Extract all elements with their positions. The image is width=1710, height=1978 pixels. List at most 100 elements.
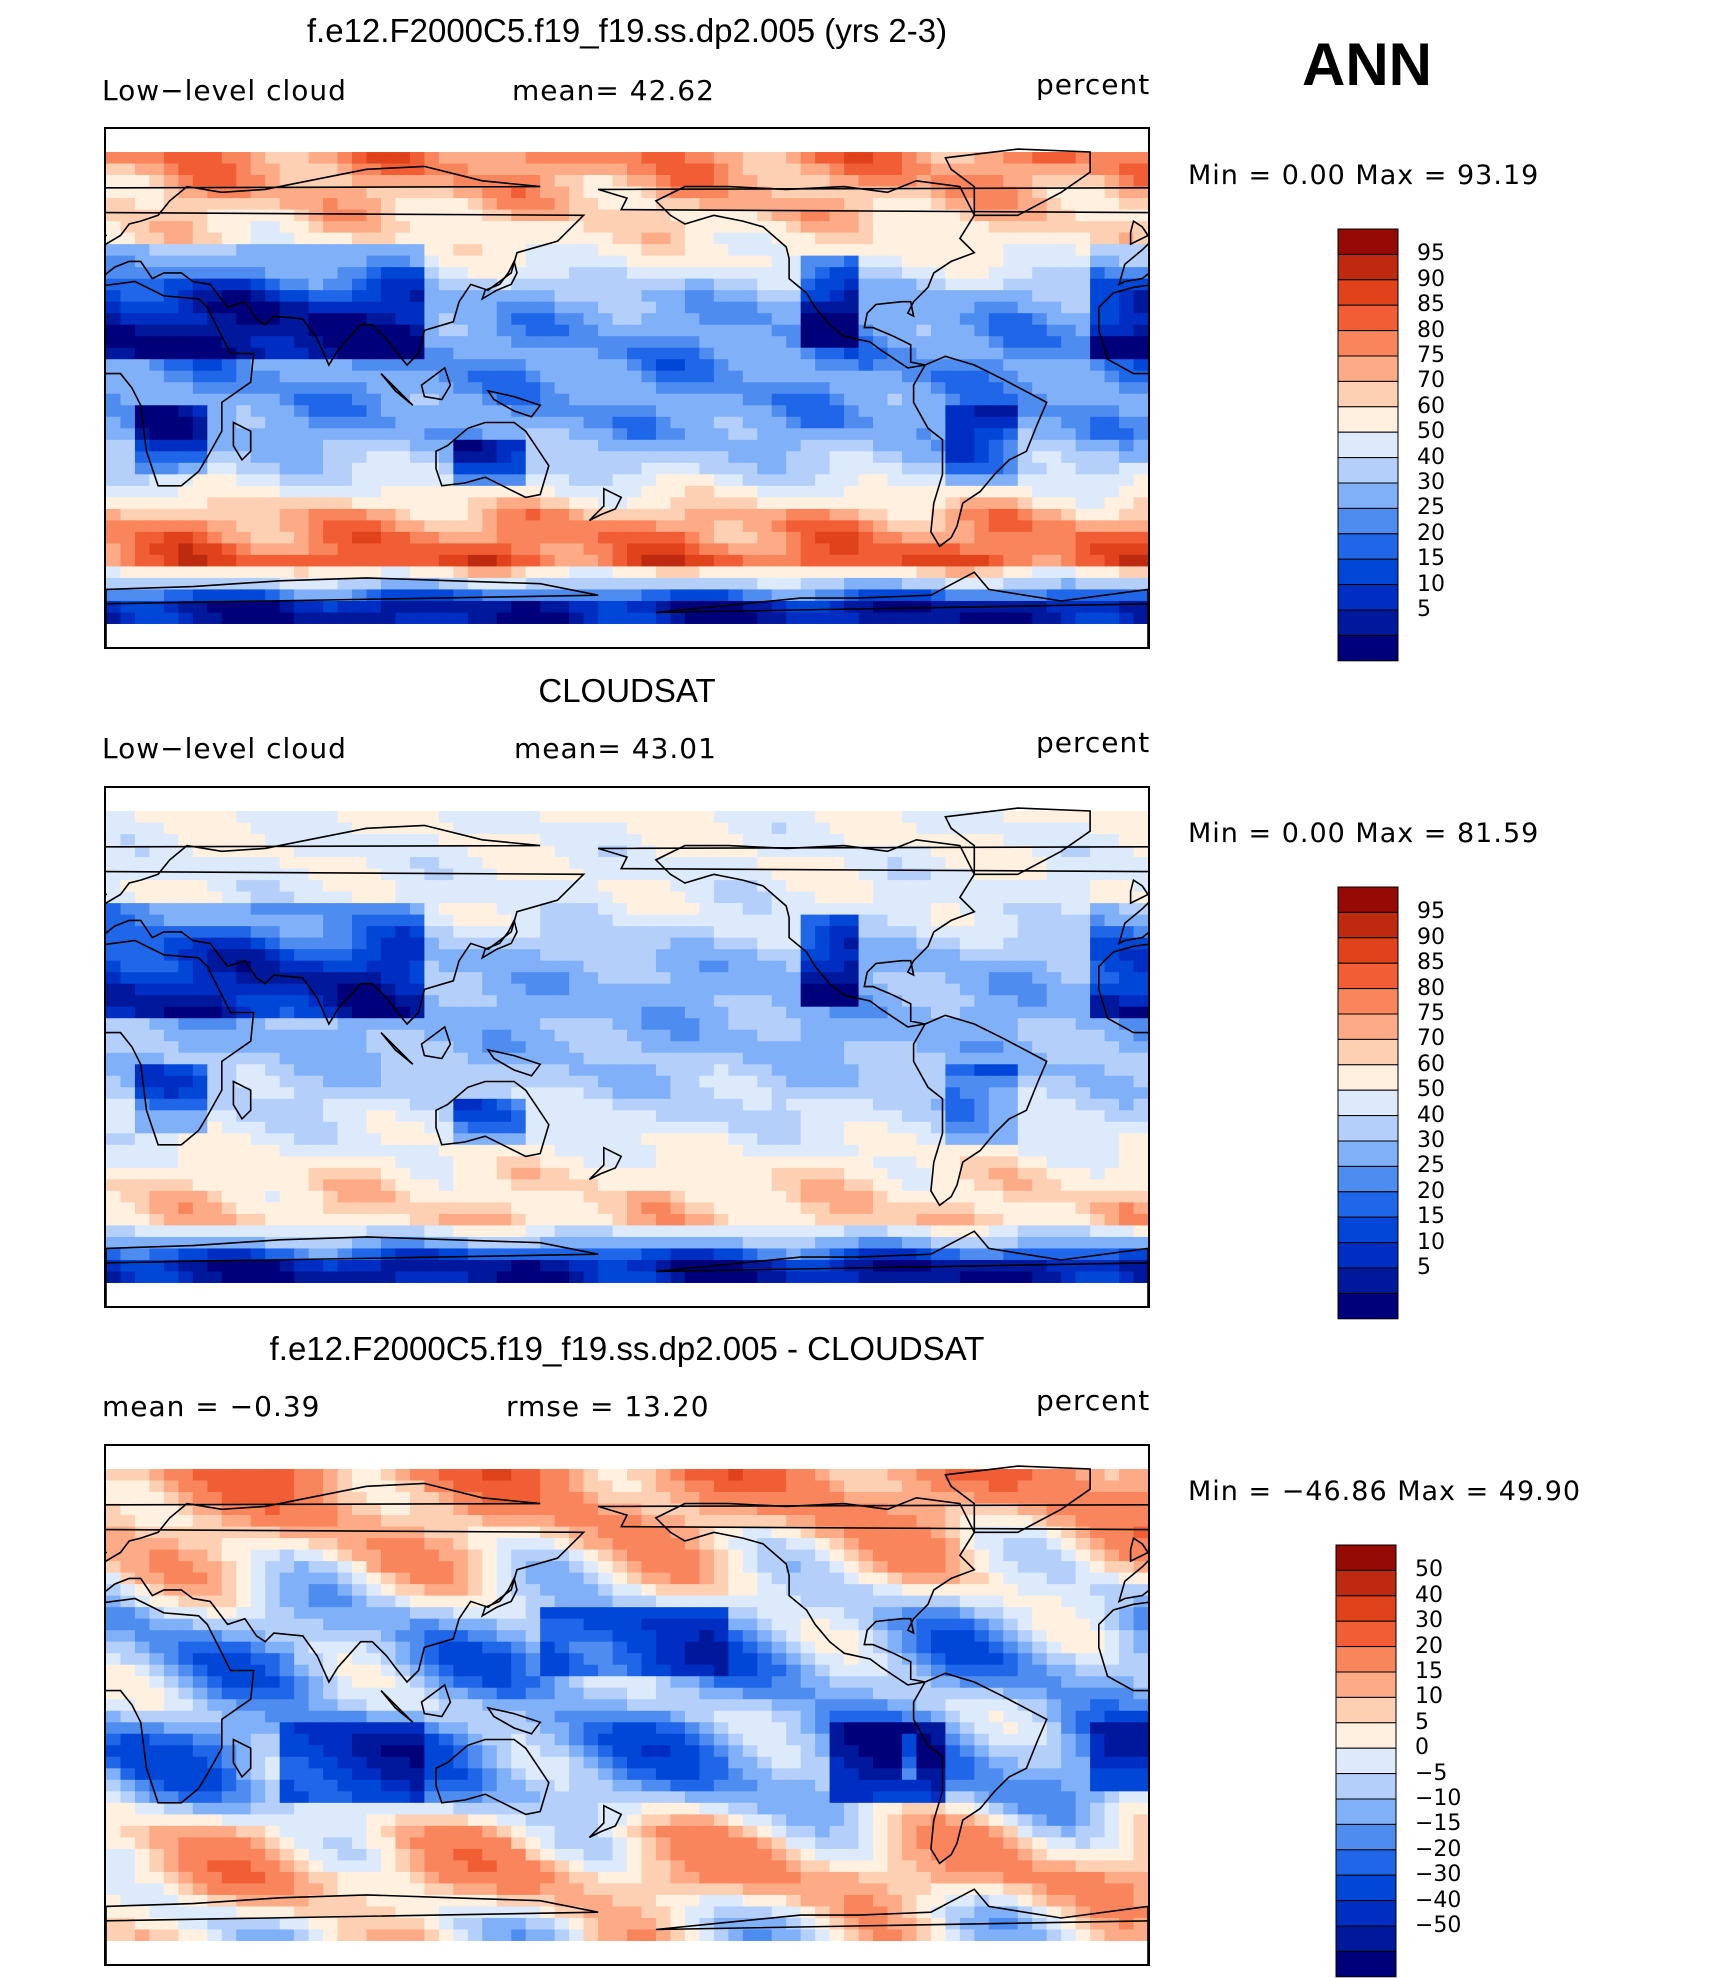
field-cell xyxy=(844,635,859,647)
field-cell xyxy=(728,417,743,429)
field-cell xyxy=(902,371,917,383)
field-cell xyxy=(555,566,570,578)
field-cell xyxy=(772,463,787,475)
field-cell xyxy=(1076,601,1091,613)
field-cell xyxy=(627,612,642,624)
field-cell xyxy=(569,788,584,800)
field-cell xyxy=(149,1007,164,1019)
field-cell xyxy=(728,543,743,555)
field-cell xyxy=(178,543,193,555)
field-cell xyxy=(381,187,396,199)
field-cell xyxy=(902,233,917,245)
field-cell xyxy=(685,938,700,950)
field-cell xyxy=(830,348,845,360)
field-cell xyxy=(1076,984,1091,996)
field-cell xyxy=(931,463,946,475)
field-cell xyxy=(497,846,512,858)
field-cell xyxy=(714,428,729,440)
field-cell xyxy=(265,869,280,881)
field-cell xyxy=(844,578,859,590)
field-cell xyxy=(989,520,1004,532)
field-cell xyxy=(367,915,382,927)
field-cell xyxy=(743,198,758,210)
field-cell xyxy=(728,221,743,233)
field-cell xyxy=(468,555,483,567)
field-cell xyxy=(1061,915,1076,927)
field-cell xyxy=(1090,198,1105,210)
field-cell xyxy=(569,267,584,279)
field-cell xyxy=(1134,1018,1148,1030)
field-cell xyxy=(106,612,121,624)
field-cell xyxy=(989,995,1004,1007)
field-cell xyxy=(1090,880,1105,892)
field-cell xyxy=(178,892,193,904)
field-cell xyxy=(598,1007,613,1019)
field-cell xyxy=(193,509,208,521)
field-cell xyxy=(294,497,309,509)
field-cell xyxy=(714,612,729,624)
field-cell xyxy=(323,635,338,647)
field-cell xyxy=(106,823,121,835)
field-cell xyxy=(453,405,468,417)
field-cell xyxy=(902,463,917,475)
field-cell xyxy=(873,788,888,800)
field-cell xyxy=(120,129,135,141)
field-cell xyxy=(309,141,324,153)
field-cell xyxy=(236,566,251,578)
field-cell xyxy=(974,394,989,406)
field-cell xyxy=(815,440,830,452)
field-cell xyxy=(1047,152,1062,164)
field-cell xyxy=(120,949,135,961)
field-cell xyxy=(1090,800,1105,812)
field-cell xyxy=(468,869,483,881)
field-cell xyxy=(685,175,700,187)
field-cell xyxy=(482,497,497,509)
field-cell xyxy=(584,244,599,256)
field-cell xyxy=(149,811,164,823)
field-cell xyxy=(859,451,874,463)
field-cell xyxy=(728,555,743,567)
field-cell xyxy=(974,509,989,521)
field-cell xyxy=(685,509,700,521)
field-cell xyxy=(989,857,1004,869)
field-cell xyxy=(309,497,324,509)
field-cell xyxy=(859,509,874,521)
field-cell xyxy=(656,210,671,222)
field-cell xyxy=(989,938,1004,950)
field-cell xyxy=(323,129,338,141)
field-cell xyxy=(584,834,599,846)
field-cell xyxy=(728,880,743,892)
field-cell xyxy=(395,612,410,624)
field-cell xyxy=(989,233,1004,245)
field-cell xyxy=(395,532,410,544)
field-cell xyxy=(555,915,570,927)
field-cell xyxy=(830,1030,845,1042)
field-cell xyxy=(193,984,208,996)
field-cell xyxy=(149,141,164,153)
field-cell xyxy=(1047,382,1062,394)
field-cell xyxy=(960,290,975,302)
field-cell xyxy=(468,486,483,498)
field-cell xyxy=(931,834,946,846)
field-cell xyxy=(424,834,439,846)
field-cell xyxy=(859,175,874,187)
field-cell xyxy=(497,313,512,325)
field-cell xyxy=(1076,279,1091,291)
field-cell xyxy=(178,302,193,314)
field-cell xyxy=(757,233,772,245)
field-cell xyxy=(569,509,584,521)
field-cell xyxy=(1119,382,1134,394)
field-cell xyxy=(598,382,613,394)
field-cell xyxy=(830,857,845,869)
field-cell xyxy=(251,325,266,337)
field-cell xyxy=(1003,279,1018,291)
field-cell xyxy=(685,949,700,961)
field-cell xyxy=(367,417,382,429)
field-cell xyxy=(902,221,917,233)
field-cell xyxy=(569,972,584,984)
field-cell xyxy=(844,1018,859,1030)
field-cell xyxy=(1018,348,1033,360)
field-cell xyxy=(743,612,758,624)
field-cell xyxy=(1047,325,1062,337)
field-cell xyxy=(627,451,642,463)
